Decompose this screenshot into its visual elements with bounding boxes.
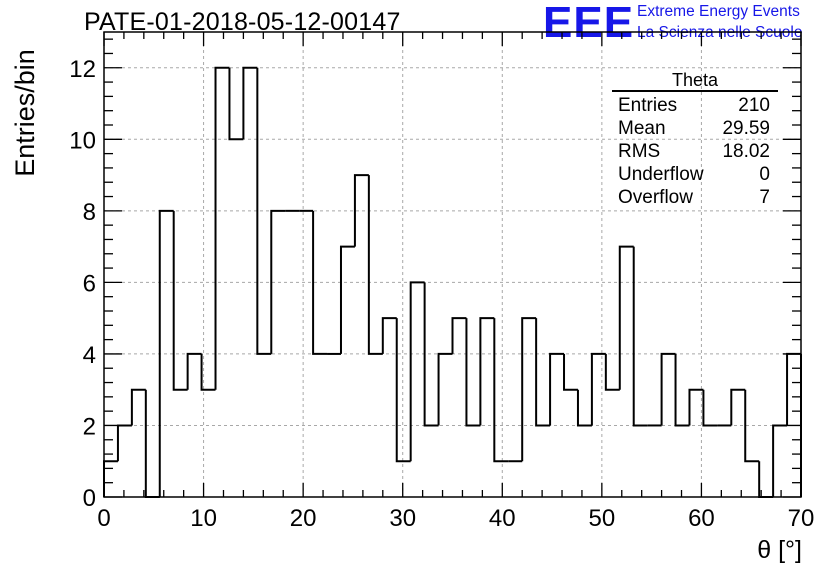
histogram-bin [256, 67, 272, 355]
stats-value: 7 [759, 187, 770, 208]
stats-row-mean: Mean 29.59 [612, 117, 778, 140]
x-tick-label: 20 [290, 505, 317, 532]
histogram-bin [479, 317, 495, 426]
histogram-bin [465, 318, 481, 427]
histogram-bin [493, 318, 509, 463]
histogram-bin [395, 318, 411, 463]
x-tick-label: 50 [589, 505, 616, 532]
stats-title: Theta [612, 70, 778, 92]
stats-row-entries: Entries 210 [612, 94, 778, 117]
stats-label: Overflow [618, 187, 693, 208]
histogram-bin [172, 210, 188, 391]
histogram-bin [381, 317, 397, 354]
stats-label: Mean [618, 118, 666, 139]
histogram-bin [130, 388, 146, 426]
logo-subtitle-line1: Extreme Energy Events [637, 3, 800, 20]
histogram-bin [158, 209, 174, 497]
histogram-bin [563, 353, 578, 391]
histogram-bin [451, 317, 467, 354]
stats-row-overflow: Overflow 7 [612, 186, 778, 209]
x-tick-label: 70 [788, 505, 815, 532]
stats-label: Entries [618, 95, 678, 116]
stats-row-rms: RMS 18.02 [612, 140, 778, 163]
histogram-bin [423, 282, 439, 427]
y-axis-label: Entries/bin [10, 49, 40, 177]
histogram-bin [632, 246, 648, 427]
histogram-bin [367, 175, 383, 355]
stats-row-underflow: Underflow 0 [612, 163, 778, 186]
stats-value: 18.02 [722, 141, 770, 162]
histogram-bin [772, 424, 788, 497]
stats-box: Theta Entries 210 Mean 29.59 RMS 18.02 U… [612, 70, 778, 209]
y-tick-label: 2 [83, 413, 96, 440]
y-tick-label: 8 [83, 199, 96, 226]
histogram-bin [186, 352, 202, 390]
histogram-bin [270, 209, 286, 354]
histogram-bin [688, 388, 704, 426]
x-tick-label: 0 [97, 505, 110, 532]
histogram-bin [702, 389, 718, 427]
histogram-bin [521, 317, 537, 462]
x-axis-label: θ [°] [757, 536, 802, 564]
plot-frame [103, 31, 802, 498]
stats-label: RMS [618, 141, 661, 162]
histogram-bin [144, 389, 160, 498]
histogram-bin [116, 424, 132, 462]
x-tick-label: 60 [688, 505, 715, 532]
axes [103, 31, 802, 498]
x-tick-label: 40 [489, 505, 516, 532]
histogram-bin [200, 353, 216, 391]
histogram-bin [214, 66, 230, 390]
histogram-bin [590, 352, 606, 426]
histogram-bin [409, 281, 425, 462]
y-tick-label: 4 [83, 342, 96, 369]
histogram-bin [786, 352, 801, 426]
eee-logo: EEE [543, 0, 635, 47]
histogram-bin [549, 352, 565, 426]
y-tick-label: 0 [83, 485, 96, 512]
y-tick-label: 12 [69, 56, 96, 83]
histogram-bin [312, 210, 328, 355]
x-tick-label: 30 [389, 505, 416, 532]
histogram-bin [730, 388, 746, 426]
x-tick-label: 10 [190, 505, 217, 532]
histogram-bin [535, 318, 551, 427]
histogram-bin [242, 66, 258, 140]
histogram-bin [103, 460, 118, 497]
histogram-bin [576, 389, 592, 427]
histogram-bin [674, 353, 690, 427]
stats-value: 210 [738, 95, 770, 116]
histogram-bin [660, 352, 676, 426]
y-tick-label: 10 [69, 127, 96, 154]
stats-value: 29.59 [722, 118, 770, 139]
histogram-bin [228, 67, 244, 141]
stats-value: 0 [759, 164, 770, 185]
histogram-bin [339, 245, 355, 354]
y-tick-label: 6 [83, 270, 96, 297]
histogram-bin [353, 174, 369, 247]
histogram-bin [437, 352, 453, 426]
histogram-bin [604, 353, 620, 391]
histogram-bin [744, 389, 760, 463]
stats-label: Underflow [618, 164, 704, 185]
histogram-bin [618, 245, 634, 390]
